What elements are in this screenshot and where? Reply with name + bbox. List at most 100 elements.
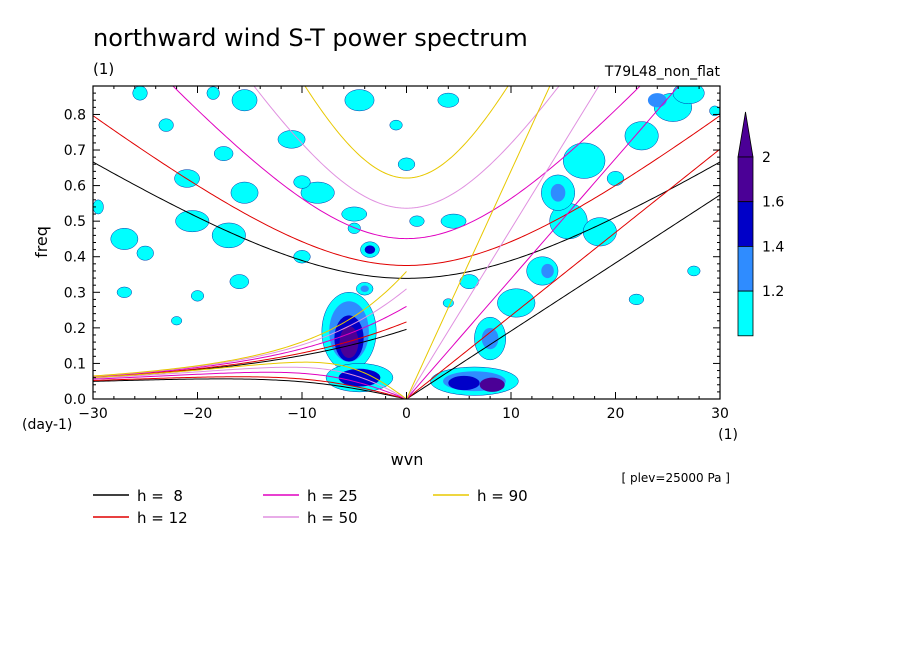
- legend-label-h90: h = 90: [477, 487, 528, 505]
- colorbar-segment: [737, 245, 754, 292]
- power-contour-19: [563, 142, 606, 179]
- x-tick-label: 30: [711, 406, 729, 422]
- colorbar-label: 2: [762, 150, 771, 166]
- axis-ticks: −30 −20 −10 0 10 20 30 0.0 0.1 0.2 0.3 0.4 0.5 0.6 0.7…: [64, 86, 729, 422]
- chart-subtitle-right: T79L48_non_flat: [604, 64, 721, 80]
- power-contour-11: [481, 327, 499, 350]
- chart-title: northward wind S-T power spectrum: [93, 24, 528, 52]
- curve-h25-eig1: [172, 86, 641, 240]
- power-contour-14: [541, 263, 554, 279]
- power-contour-30: [211, 222, 246, 249]
- colorbar-segment: [737, 290, 754, 337]
- y-tick-label: 0.8: [64, 107, 86, 123]
- curve-h12-mrg: [93, 321, 407, 378]
- power-contour-50: [293, 250, 311, 264]
- dispersion-curves: [93, 86, 720, 399]
- power-contour-43: [344, 89, 375, 112]
- legend-label-h12: h = 12: [137, 509, 188, 527]
- curve-h8-kelvin: [406, 194, 720, 399]
- legend-label-h8: h = 8: [137, 487, 183, 505]
- power-contour-46: [437, 92, 459, 108]
- power-contour-31: [175, 210, 210, 233]
- power-contour-41: [206, 86, 220, 100]
- colorbar: 2 1.6 1.4 1.2: [737, 111, 784, 337]
- curve-h12-rossby: [93, 376, 407, 399]
- y-unit-label: (day-1): [22, 417, 72, 433]
- power-contour-54: [347, 222, 361, 234]
- legend-label-h50: h = 50: [307, 509, 358, 527]
- power-contour-20: [624, 121, 659, 151]
- power-contour-22: [647, 93, 667, 108]
- power-contour-44: [231, 89, 258, 112]
- curve-h50-kelvin: [406, 86, 600, 399]
- curve-h12-kelvin: [406, 148, 720, 399]
- curve-h50-eig1: [253, 86, 560, 209]
- colorbar-label: 1.4: [762, 239, 784, 255]
- power-contour-36: [93, 199, 104, 215]
- plot-area: −30 −20 −10 0 10 20 30 0.0 0.1 0.2 0.3 0.4 0.5 0.6 0.7…: [64, 85, 729, 422]
- power-contour-17: [550, 183, 566, 202]
- power-contour-53: [116, 286, 132, 298]
- power-contour-27: [360, 285, 369, 292]
- colorbar-segment: [737, 156, 754, 203]
- curve-h25-kelvin: [406, 86, 680, 399]
- power-contour-37: [293, 175, 311, 189]
- colorbar-extend-arrow: [737, 111, 754, 158]
- power-contour-59: [709, 105, 720, 117]
- y-tick-label: 0.6: [64, 179, 86, 195]
- power-contour-42: [158, 118, 174, 132]
- power-contour-29: [230, 181, 259, 204]
- y-tick-label: 0.2: [64, 321, 86, 337]
- y-tick-label: 0.7: [64, 143, 86, 159]
- curve-h90-mrg: [93, 271, 407, 377]
- power-contour-57: [628, 293, 644, 305]
- colorbar-label: 1.6: [762, 195, 784, 211]
- power-contour-45: [397, 157, 416, 171]
- x-axis-label: wvn: [391, 450, 424, 469]
- y-tick-label: 0.1: [64, 356, 86, 372]
- y-tick-label: 0.5: [64, 214, 86, 230]
- y-axis-label: freq: [32, 226, 51, 258]
- plev-annotation: [ plev=25000 Pa ]: [621, 471, 730, 485]
- x-tick-label: −10: [287, 406, 317, 422]
- power-contour-18: [582, 217, 617, 247]
- y-tick-label: 0.3: [64, 285, 86, 301]
- curve-h8-rossby: [93, 378, 407, 399]
- power-contour-60: [171, 316, 183, 326]
- power-contour-9: [479, 377, 505, 392]
- legend-label-h25: h = 25: [307, 487, 358, 505]
- y-tick-label: 0.0: [64, 392, 86, 408]
- x-tick-label: −30: [78, 406, 108, 422]
- power-contour-38: [341, 206, 368, 222]
- legend: h = 8 h = 12 h = 25 h = 50 h = 90: [93, 487, 528, 527]
- curve-h90-rossby: [93, 361, 407, 399]
- power-contour-34: [229, 274, 249, 289]
- power-contour-49: [409, 215, 425, 227]
- power-contour-33: [110, 228, 139, 250]
- power-contour-25: [364, 245, 376, 254]
- chart-subtitle-left: (1): [93, 60, 114, 78]
- power-contour-28: [300, 181, 335, 204]
- power-contour-58: [687, 265, 701, 277]
- curve-h8-eig1: [93, 161, 720, 279]
- power-contour-52: [190, 290, 205, 302]
- x-tick-label: 20: [607, 406, 625, 422]
- power-contour-39: [277, 130, 306, 149]
- power-contours: [93, 86, 720, 396]
- curve-h50-rossby: [93, 366, 407, 399]
- colorbar-segment: [737, 201, 754, 247]
- y-tick-label: 0.4: [64, 250, 86, 266]
- power-contour-8: [448, 375, 480, 391]
- power-contour-35: [136, 245, 154, 261]
- power-contour-56: [606, 171, 625, 186]
- power-contour-3: [339, 326, 359, 359]
- power-contour-47: [440, 213, 467, 229]
- power-contour-55: [389, 119, 403, 131]
- curve-h25-mrg: [93, 305, 407, 378]
- power-contour-40: [213, 146, 234, 161]
- power-contour-51: [132, 86, 148, 101]
- power-contour-12: [497, 288, 536, 318]
- power-contour-5: [338, 368, 381, 387]
- curve-h25-rossby: [93, 371, 407, 399]
